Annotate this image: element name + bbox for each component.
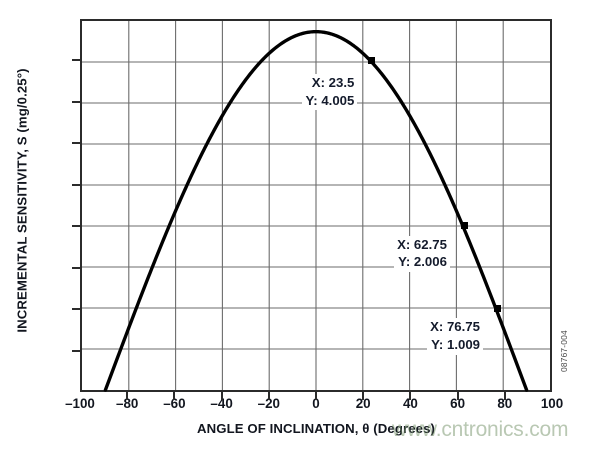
x-tick-label: 40: [402, 396, 418, 411]
y-tick-mark: [72, 349, 80, 352]
y-tick-mark: [72, 142, 80, 145]
y-tick-mark: [72, 308, 80, 311]
x-tick-label: –20: [257, 396, 280, 411]
data-point-marker: [460, 222, 468, 230]
y-tick-mark: [72, 59, 80, 62]
y-tick-mark: [72, 225, 80, 228]
x-tick-label: –40: [210, 396, 233, 411]
x-tick-mark: [503, 392, 506, 400]
y-axis-title: INCREMENTAL SENSITIVITY, S (mg/0.25°): [14, 68, 30, 333]
annotation-y-value: Y: 1.009: [431, 337, 480, 353]
y-tick-mark: [72, 100, 80, 103]
annotation-x-value: X: 23.5: [311, 75, 355, 91]
x-tick-label: –80: [116, 396, 139, 411]
annotation-y-value: Y: 2.006: [398, 254, 447, 270]
data-point-marker: [367, 56, 375, 64]
x-tick-mark: [173, 392, 176, 400]
x-tick-mark: [126, 392, 129, 400]
x-tick-label: 80: [497, 396, 513, 411]
annotation-y-value: Y: 4.005: [305, 92, 355, 108]
x-tick-label: –100: [65, 396, 95, 411]
x-tick-label: 60: [450, 396, 466, 411]
data-curve: [103, 29, 529, 392]
y-tick-mark: [72, 266, 80, 269]
x-tick-mark: [409, 392, 412, 400]
x-tick-label: 0: [312, 396, 320, 411]
data-point-annotation: X: 23.5 Y: 4.005: [302, 74, 358, 111]
figure-id-label: 08767-004: [559, 330, 569, 372]
x-axis-title: ANGLE OF INCLINATION, θ (Degrees): [196, 421, 436, 436]
y-tick-mark: [72, 183, 80, 186]
x-tick-mark: [267, 392, 270, 400]
annotation-x-value: X: 76.75: [430, 319, 480, 335]
x-tick-label: –60: [163, 396, 186, 411]
data-point-annotation: X: 62.75 Y: 2.006: [394, 235, 450, 273]
x-tick-label: 100: [540, 396, 564, 411]
x-tick-mark: [315, 392, 317, 400]
x-tick-mark: [220, 392, 223, 400]
data-point-marker: [493, 304, 501, 312]
annotation-x-value: X: 62.75: [397, 236, 447, 252]
x-tick-mark: [362, 392, 365, 400]
x-tick-label: 20: [355, 396, 371, 411]
x-tick-mark: [456, 392, 459, 400]
data-point-annotation: X: 76.75 Y: 1.009: [427, 318, 483, 355]
